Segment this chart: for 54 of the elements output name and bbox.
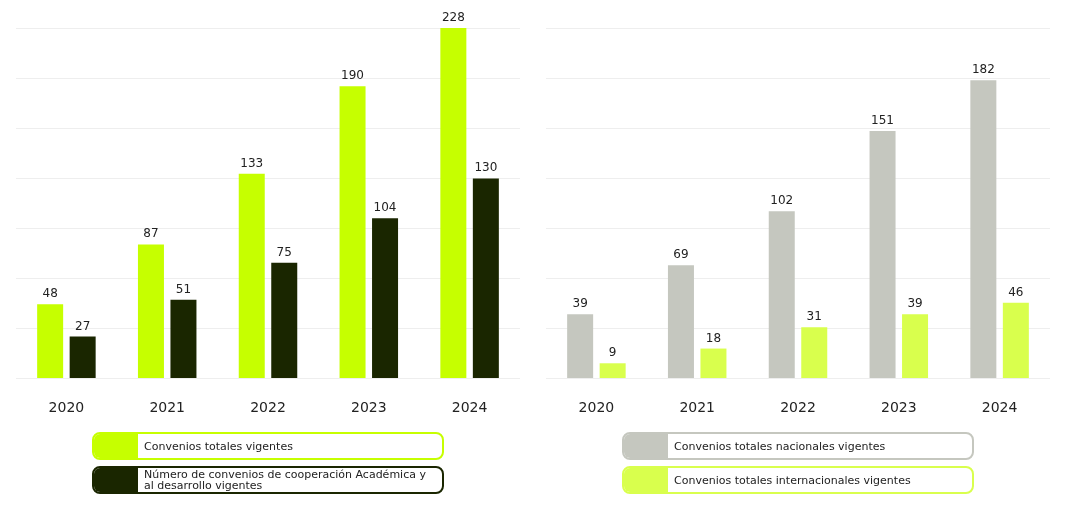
legend-label: Convenios totales internacionales vigentes <box>674 473 911 487</box>
bar <box>238 173 265 378</box>
data-label: 46 <box>1008 284 1024 299</box>
data-label: 27 <box>75 318 91 333</box>
bar <box>970 80 997 378</box>
bar <box>339 86 366 378</box>
bar <box>567 314 594 378</box>
bar <box>869 131 896 378</box>
x-tick-label: 2021 <box>149 399 186 415</box>
legend-label: Convenios totales nacionales vigentes <box>674 439 886 453</box>
bar <box>801 327 828 378</box>
data-label: 75 <box>276 244 292 259</box>
data-label: 31 <box>806 309 822 324</box>
x-tick-label: 2021 <box>679 399 716 415</box>
legend-label: Convenios totales vigentes <box>144 439 293 453</box>
bar <box>700 348 727 378</box>
data-label: 69 <box>673 247 689 262</box>
data-label: 9 <box>608 345 617 360</box>
data-label: 102 <box>770 193 794 208</box>
data-label: 182 <box>971 62 995 77</box>
bar <box>440 28 467 378</box>
data-label: 130 <box>474 160 498 175</box>
x-tick-label: 2020 <box>48 399 85 415</box>
bar <box>472 178 499 378</box>
bar <box>37 304 64 378</box>
bar <box>902 314 929 378</box>
data-label: 48 <box>42 286 58 301</box>
data-label: 87 <box>143 226 159 241</box>
data-label: 104 <box>373 200 397 215</box>
x-tick-label: 2022 <box>780 399 816 415</box>
bar <box>1002 302 1029 378</box>
data-label: 18 <box>705 330 722 345</box>
legend-label: Número de convenios de cooperación Académica y al desarrollo vigentes <box>144 468 427 492</box>
bar <box>667 265 694 378</box>
x-tick-label: 2024 <box>451 399 488 415</box>
data-label: 39 <box>907 296 923 311</box>
x-tick-label: 2020 <box>578 399 615 415</box>
data-label: 39 <box>572 296 588 311</box>
x-tick-label: 2023 <box>350 399 387 415</box>
data-label: 151 <box>871 113 894 128</box>
bar <box>137 244 164 378</box>
bar <box>69 336 96 378</box>
bar <box>372 218 399 378</box>
data-label: 228 <box>441 10 465 24</box>
bar <box>271 262 298 378</box>
bar <box>599 363 626 378</box>
x-tick-label: 2022 <box>250 399 286 415</box>
data-label: 51 <box>175 281 192 296</box>
x-tick-label: 2023 <box>880 399 917 415</box>
bar <box>170 299 197 378</box>
data-label: 190 <box>341 68 364 83</box>
data-label: 133 <box>240 155 264 170</box>
x-tick-label: 2024 <box>981 399 1018 415</box>
bar <box>768 211 795 378</box>
